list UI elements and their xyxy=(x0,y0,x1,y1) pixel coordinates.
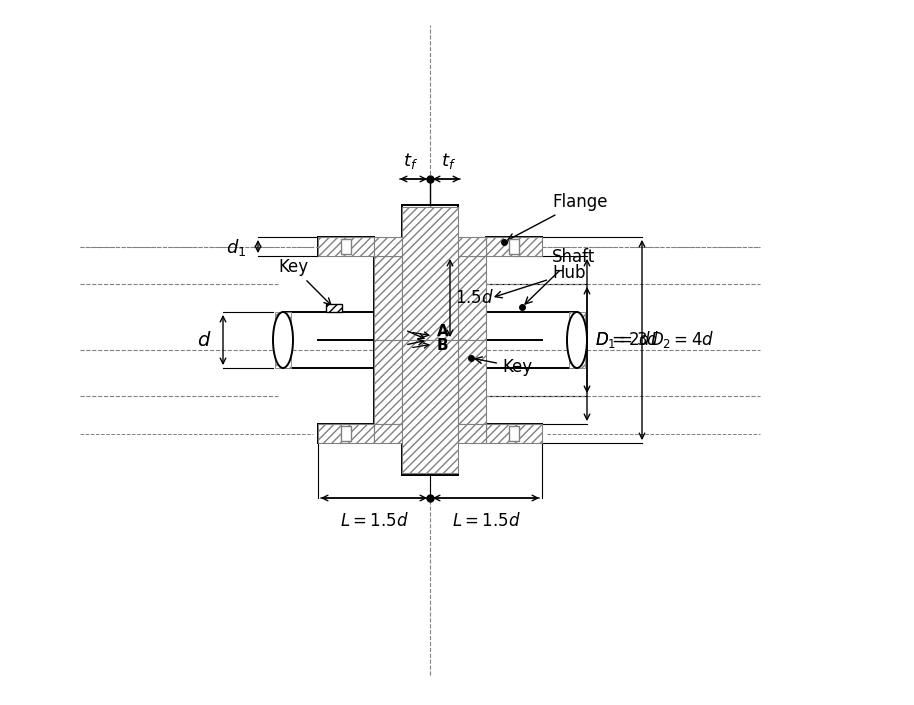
Bar xyxy=(509,426,519,441)
Bar xyxy=(458,340,486,424)
Bar xyxy=(341,426,351,441)
Text: $t_f$: $t_f$ xyxy=(403,151,419,171)
Text: $L = 1.5d$: $L = 1.5d$ xyxy=(452,512,520,530)
Bar xyxy=(569,312,585,368)
Bar xyxy=(458,256,486,340)
Bar xyxy=(318,237,374,256)
Bar xyxy=(402,207,458,340)
Text: A: A xyxy=(437,324,449,340)
Bar xyxy=(341,239,351,254)
Bar xyxy=(486,424,542,443)
Text: $D_1 = 3d$: $D_1 = 3d$ xyxy=(595,329,659,350)
Text: B: B xyxy=(437,338,449,352)
Text: $D_2 = 4d$: $D_2 = 4d$ xyxy=(650,329,715,350)
Text: Shaft: Shaft xyxy=(526,248,595,304)
Text: Hub: Hub xyxy=(495,264,586,298)
Bar xyxy=(326,304,342,312)
Bar xyxy=(486,237,542,256)
Text: Key: Key xyxy=(475,357,532,376)
Bar xyxy=(318,424,374,443)
Bar xyxy=(374,256,402,340)
Text: $d_1$: $d_1$ xyxy=(226,236,246,257)
Bar xyxy=(374,340,402,424)
Text: $D = 2d$: $D = 2d$ xyxy=(595,331,652,349)
Text: $d$: $d$ xyxy=(197,331,211,350)
Text: $1.5d$: $1.5d$ xyxy=(455,289,494,307)
Text: $L = 1.5d$: $L = 1.5d$ xyxy=(340,512,409,530)
Bar xyxy=(402,340,458,473)
Ellipse shape xyxy=(567,312,587,368)
Text: Flange: Flange xyxy=(508,193,608,240)
Bar xyxy=(509,239,519,254)
Bar xyxy=(374,424,486,443)
Text: $t_f$: $t_f$ xyxy=(441,151,457,171)
Ellipse shape xyxy=(273,312,293,368)
Bar xyxy=(275,312,291,368)
Text: Key: Key xyxy=(278,258,331,305)
Bar xyxy=(374,237,486,256)
